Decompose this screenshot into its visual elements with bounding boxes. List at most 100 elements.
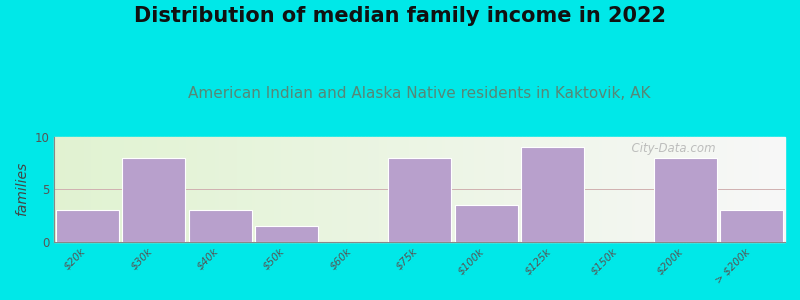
Bar [610,137,614,242]
Bar [251,137,255,242]
Bar [295,137,299,242]
Bar [518,137,522,242]
Bar [398,137,402,242]
Bar [467,137,470,242]
Bar [292,137,295,242]
Bar [454,205,518,242]
Bar [318,137,321,242]
Bar [405,137,409,242]
Bar [547,137,551,242]
Bar [496,137,500,242]
Bar [423,137,427,242]
Bar [416,137,420,242]
Bar [449,137,453,242]
Bar [427,137,430,242]
Bar [402,137,405,242]
Bar [745,137,749,242]
Bar [635,137,639,242]
Bar [456,137,460,242]
Bar [434,137,438,242]
Bar [661,137,665,242]
Bar [259,137,262,242]
Bar [302,137,306,242]
Bar [446,137,449,242]
Bar [521,147,584,242]
Bar [274,137,277,242]
Bar [460,137,463,242]
Bar [577,137,581,242]
Bar [482,137,486,242]
Bar [134,137,138,242]
Bar [442,137,446,242]
Bar [390,137,394,242]
Bar [624,137,628,242]
Bar [328,137,332,242]
Bar [581,137,584,242]
Bar [675,137,679,242]
Bar [222,137,226,242]
Bar [409,137,412,242]
Bar [62,137,66,242]
Bar [178,137,182,242]
Bar [463,137,467,242]
Bar [208,137,211,242]
Bar [314,137,318,242]
Bar [266,137,270,242]
Bar [522,137,526,242]
Bar [668,137,672,242]
Bar [76,137,80,242]
Bar [540,137,544,242]
Bar [94,137,98,242]
Bar [708,137,712,242]
Bar [189,210,252,242]
Bar [281,137,285,242]
Bar [500,137,504,242]
Bar [544,137,547,242]
Bar [230,137,234,242]
Bar [562,137,566,242]
Bar [766,137,770,242]
Bar [558,137,562,242]
Bar [734,137,738,242]
Bar [167,137,171,242]
Bar [285,137,288,242]
Bar [171,137,175,242]
Bar [358,137,361,242]
Bar [719,137,723,242]
Bar [376,137,379,242]
Bar [354,137,358,242]
Bar [665,137,668,242]
Bar [299,137,302,242]
Bar [570,137,573,242]
Y-axis label: families: families [15,162,29,216]
Bar [628,137,631,242]
Bar [365,137,369,242]
Bar [493,137,496,242]
Bar [122,158,186,242]
Bar [346,137,350,242]
Bar [555,137,558,242]
Bar [56,210,119,242]
Bar [182,137,186,242]
Bar [218,137,222,242]
Bar [621,137,624,242]
Bar [255,226,318,242]
Bar [654,137,657,242]
Bar [782,137,785,242]
Bar [573,137,577,242]
Bar [201,137,204,242]
Bar [186,137,190,242]
Bar [504,137,507,242]
Bar [234,137,237,242]
Bar [774,137,778,242]
Bar [339,137,343,242]
Bar [98,137,102,242]
Bar [127,137,131,242]
Bar [584,137,588,242]
Bar [654,158,717,242]
Bar [730,137,734,242]
Bar [150,137,153,242]
Bar [756,137,759,242]
Bar [120,137,124,242]
Bar [332,137,336,242]
